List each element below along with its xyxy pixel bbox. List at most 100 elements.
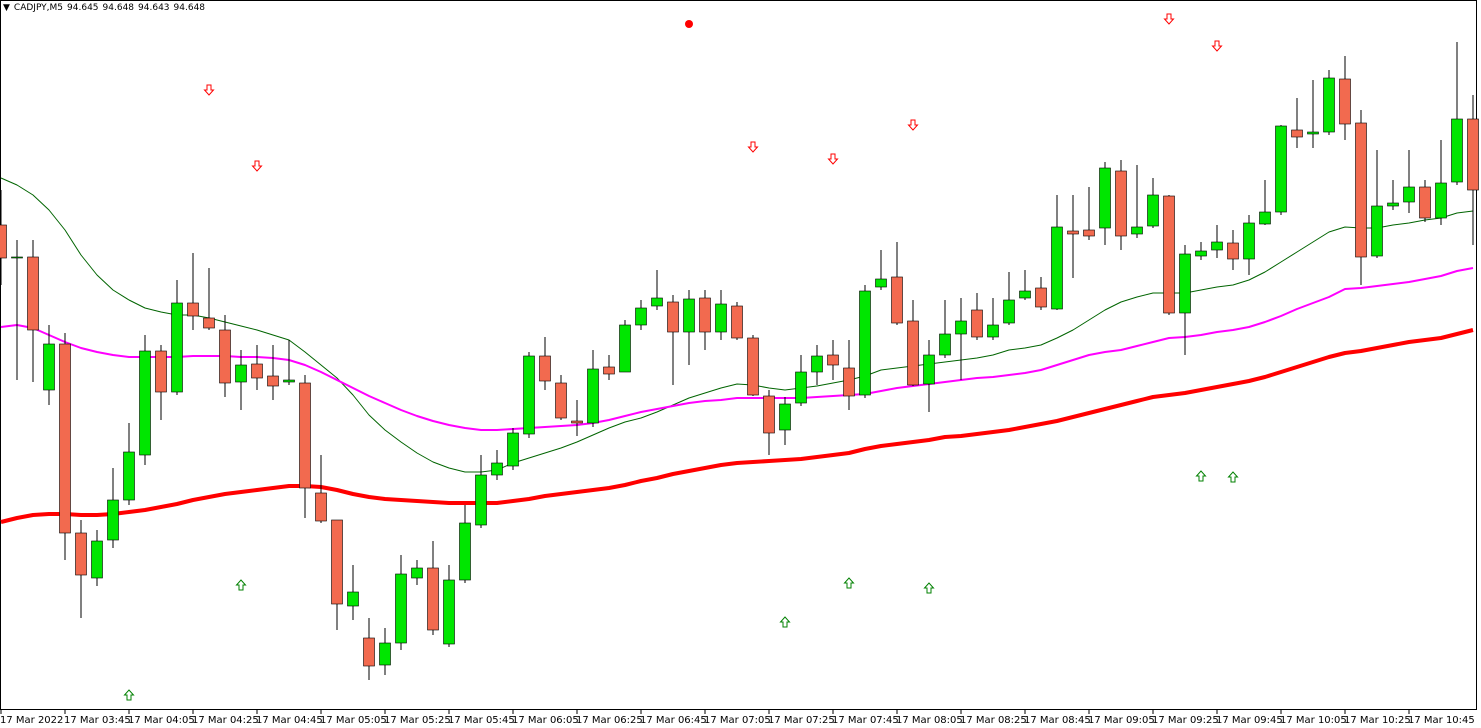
candle-body [251,363,263,379]
candle-body [315,492,327,522]
candle-body [987,324,999,338]
candle-body [59,343,71,534]
candle-body [203,317,215,329]
down-arrow [203,84,215,96]
candle-body [555,382,567,419]
candle-body [395,573,407,644]
candle-body [1307,131,1319,135]
candle-body [619,324,631,373]
up-arrow [779,616,791,628]
candle-body [523,355,535,435]
candle-body [971,309,983,338]
indicator-line [0,267,1474,431]
candle-body [1451,118,1463,183]
candle-body [1019,290,1031,299]
x-tick-label: 17 Mar 07:05 [704,715,771,726]
candle-body [1051,226,1063,310]
candle-body [411,567,423,579]
candle-body [843,367,855,397]
down-arrow [827,153,839,165]
candle-body [1211,241,1223,251]
x-tick-label: 17 Mar 07:45 [832,715,899,726]
down-arrow [1163,13,1175,25]
candle-body [1355,122,1367,258]
candle-body [1435,182,1447,219]
header-value: 94.645 [67,3,99,13]
x-tick-label: 17 Mar 06:05 [512,715,579,726]
candle-body [923,354,935,385]
plot-frame [0,0,1477,710]
candle-body [1419,186,1431,219]
candle-body [11,256,23,259]
candle-body [107,499,119,541]
indicator-line [0,328,1474,524]
x-tick-label: 17 Mar 04:05 [128,715,195,726]
candle-body [91,540,103,579]
candle-body [715,303,727,333]
candle-body [651,297,663,307]
header-value: 94.648 [173,3,206,13]
down-arrow [251,160,263,172]
candle-body [171,302,183,393]
down-arrow [907,119,919,131]
candle-body [475,474,487,526]
x-tick-label: 17 Mar 04:45 [256,715,323,726]
collapse-icon[interactable]: ▼ [3,3,10,13]
candle-body [459,522,471,581]
candle-body [0,224,7,259]
candle-body [27,256,39,331]
candle-body [1259,211,1271,225]
up-arrow [923,582,935,594]
candle-body [587,368,599,424]
candle-body [43,343,55,391]
candle-body [1243,222,1255,260]
x-tick-label: 17 Mar 09:45 [1216,715,1283,726]
up-arrow [1227,471,1239,483]
candle-body [1099,167,1111,229]
candle-body [363,637,375,667]
candle-body [379,642,391,666]
candle-body [299,382,311,489]
candle-body [667,301,679,333]
candle-body [731,305,743,339]
down-arrow [1211,40,1223,52]
x-tick-label: 17 Mar 05:25 [384,715,451,726]
candle-body [827,354,839,366]
candle-body [1227,242,1239,260]
x-tick-label: 17 Mar 03:45 [64,715,131,726]
candle-body [779,403,791,431]
candle-body [603,366,615,375]
candle-body [1339,78,1351,125]
header-value: 94.643 [138,3,170,13]
candle-body [187,302,199,317]
candle-body [1387,202,1399,207]
x-tick-label: 17 Mar 08:05 [896,715,963,726]
x-tick-label: 17 Mar 09:25 [1152,715,1219,726]
candle-body [1035,287,1047,308]
candle-body [123,451,135,501]
candle-body [347,591,359,607]
up-arrow [123,689,135,701]
candle-body [699,297,711,333]
x-tick-label: 17 Mar 10:05 [1280,715,1347,726]
candle-body [1163,195,1175,314]
x-tick-label: 17 Mar 06:25 [576,715,643,726]
candle-body [75,532,87,576]
candle-body [939,333,951,356]
candle-body [235,364,247,383]
candle-body [747,337,759,396]
candle-body [1083,229,1095,237]
candle-body [1147,194,1159,227]
candle-body [859,290,871,396]
candle-body [875,278,887,288]
candle-body [1179,253,1191,314]
candle-body [683,298,695,333]
candle-body [219,329,231,384]
candle-body [907,320,919,386]
indicator-line [0,177,1474,473]
candle-body [1115,170,1127,237]
x-tick-label: 17 Mar 05:05 [320,715,387,726]
candle-body [1275,125,1287,213]
